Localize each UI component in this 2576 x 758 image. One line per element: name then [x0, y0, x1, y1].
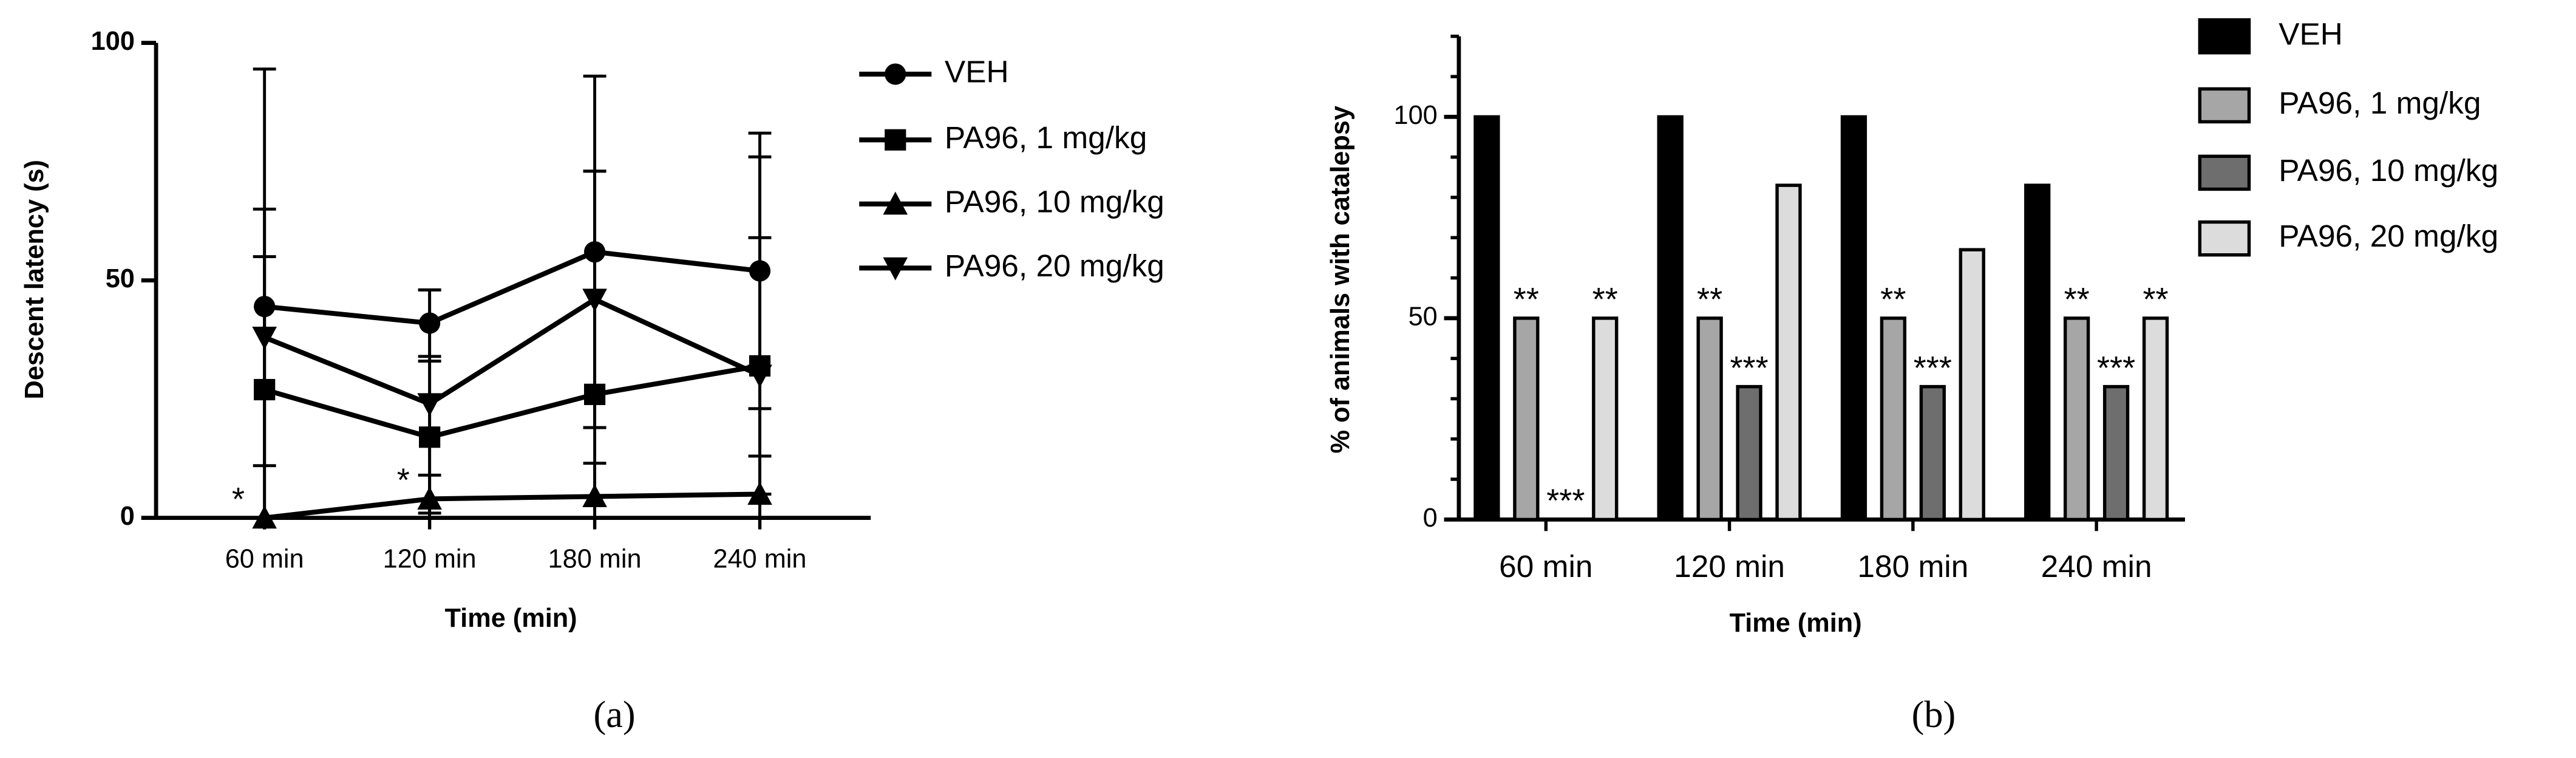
x-tick-label: 60 min	[225, 544, 304, 573]
legend-swatch	[2198, 154, 2251, 191]
significance-label: **	[1880, 281, 1906, 318]
marker	[417, 393, 442, 417]
legend-swatch	[2198, 220, 2251, 257]
significance-label: *	[232, 481, 245, 517]
legend-label: PA96, 20 mg/kg	[2279, 218, 2498, 253]
x-tick-label: 180 min	[1857, 548, 1968, 584]
marker	[582, 289, 607, 312]
bar	[1775, 183, 1802, 522]
marker	[747, 364, 772, 388]
significance-label: ***	[1546, 483, 1585, 519]
y-tick-label: 50	[1409, 302, 1438, 331]
panel-label: (b)	[1912, 694, 1956, 736]
bar	[1959, 248, 1985, 522]
y-tick-label: 100	[91, 27, 135, 56]
bar	[1657, 115, 1684, 522]
legend-label: PA96, 10 mg/kg	[945, 183, 1164, 219]
x-tick-label: 60 min	[1499, 548, 1592, 584]
significance-label: **	[1592, 281, 1618, 318]
series-line	[263, 363, 761, 440]
bar	[2024, 183, 2051, 522]
y-tick-label: 100	[1394, 101, 1438, 130]
x-axis-title: Time (min)	[445, 604, 577, 633]
marker	[747, 482, 772, 505]
legend-swatch	[2198, 18, 2251, 55]
bar	[2064, 316, 2090, 522]
legend-swatch	[2198, 87, 2251, 124]
chart-panel: 0 50 100 60 min 120 min 180 min 240 min Time (m…	[1326, 16, 2498, 736]
y-tick-label: 50	[106, 264, 135, 293]
y-axis-title: Descent latency (s)	[20, 160, 49, 399]
bar	[1696, 316, 1723, 522]
marker	[883, 191, 908, 215]
marker	[885, 63, 906, 85]
series-line	[264, 491, 760, 521]
bar	[1473, 115, 1500, 522]
marker	[254, 378, 276, 401]
chart-panel: 0 50 100 60 min 120 min 180 min 240 min Time (m…	[20, 27, 1164, 736]
marker	[885, 129, 906, 151]
significance-label: **	[2143, 281, 2168, 318]
bar	[1919, 384, 1946, 522]
marker	[419, 312, 441, 334]
significance-label: **	[1697, 281, 1722, 318]
marker	[749, 260, 771, 282]
legend-label: PA96, 1 mg/kg	[945, 120, 1147, 155]
bar	[2142, 316, 2169, 522]
legend-label: VEH	[945, 54, 1009, 89]
x-tick-label: 120 min	[383, 544, 477, 573]
significance-label: ***	[1730, 350, 1768, 386]
y-tick-label: 0	[120, 502, 135, 531]
x-tick-label: 120 min	[1674, 548, 1785, 584]
bar	[1513, 316, 1540, 522]
significance-label: *	[397, 462, 410, 499]
significance-label: ***	[2097, 350, 2135, 386]
x-tick-label: 240 min	[713, 544, 807, 573]
series-line	[264, 249, 760, 326]
marker	[883, 257, 908, 281]
marker	[582, 484, 607, 508]
significance-label: **	[1514, 281, 1539, 318]
marker	[419, 426, 441, 448]
bar	[1736, 384, 1762, 522]
series-line	[263, 296, 761, 407]
marker	[583, 241, 606, 263]
marker	[252, 326, 277, 350]
marker	[252, 505, 277, 529]
y-tick-label: 0	[1423, 504, 1438, 533]
legend-label: PA96, 1 mg/kg	[2279, 85, 2481, 120]
marker	[417, 487, 442, 510]
x-tick-label: 180 min	[548, 544, 642, 573]
x-tick-label: 240 min	[2041, 548, 2152, 584]
marker	[254, 296, 276, 318]
bar	[2102, 384, 2130, 522]
significance-label: **	[2064, 281, 2090, 318]
bar	[1592, 316, 1619, 522]
bar	[1880, 316, 1907, 522]
bar	[1840, 115, 1867, 522]
legend-label: PA96, 20 mg/kg	[945, 248, 1164, 283]
y-axis-title: % of animals with catalepsy	[1326, 106, 1355, 453]
panel-label: (a)	[594, 694, 636, 736]
x-axis-title: Time (min)	[1730, 609, 1862, 638]
legend-label: PA96, 10 mg/kg	[2279, 152, 2498, 188]
marker	[583, 383, 606, 405]
significance-label: ***	[1914, 350, 1952, 386]
legend-label: VEH	[2279, 16, 2343, 51]
